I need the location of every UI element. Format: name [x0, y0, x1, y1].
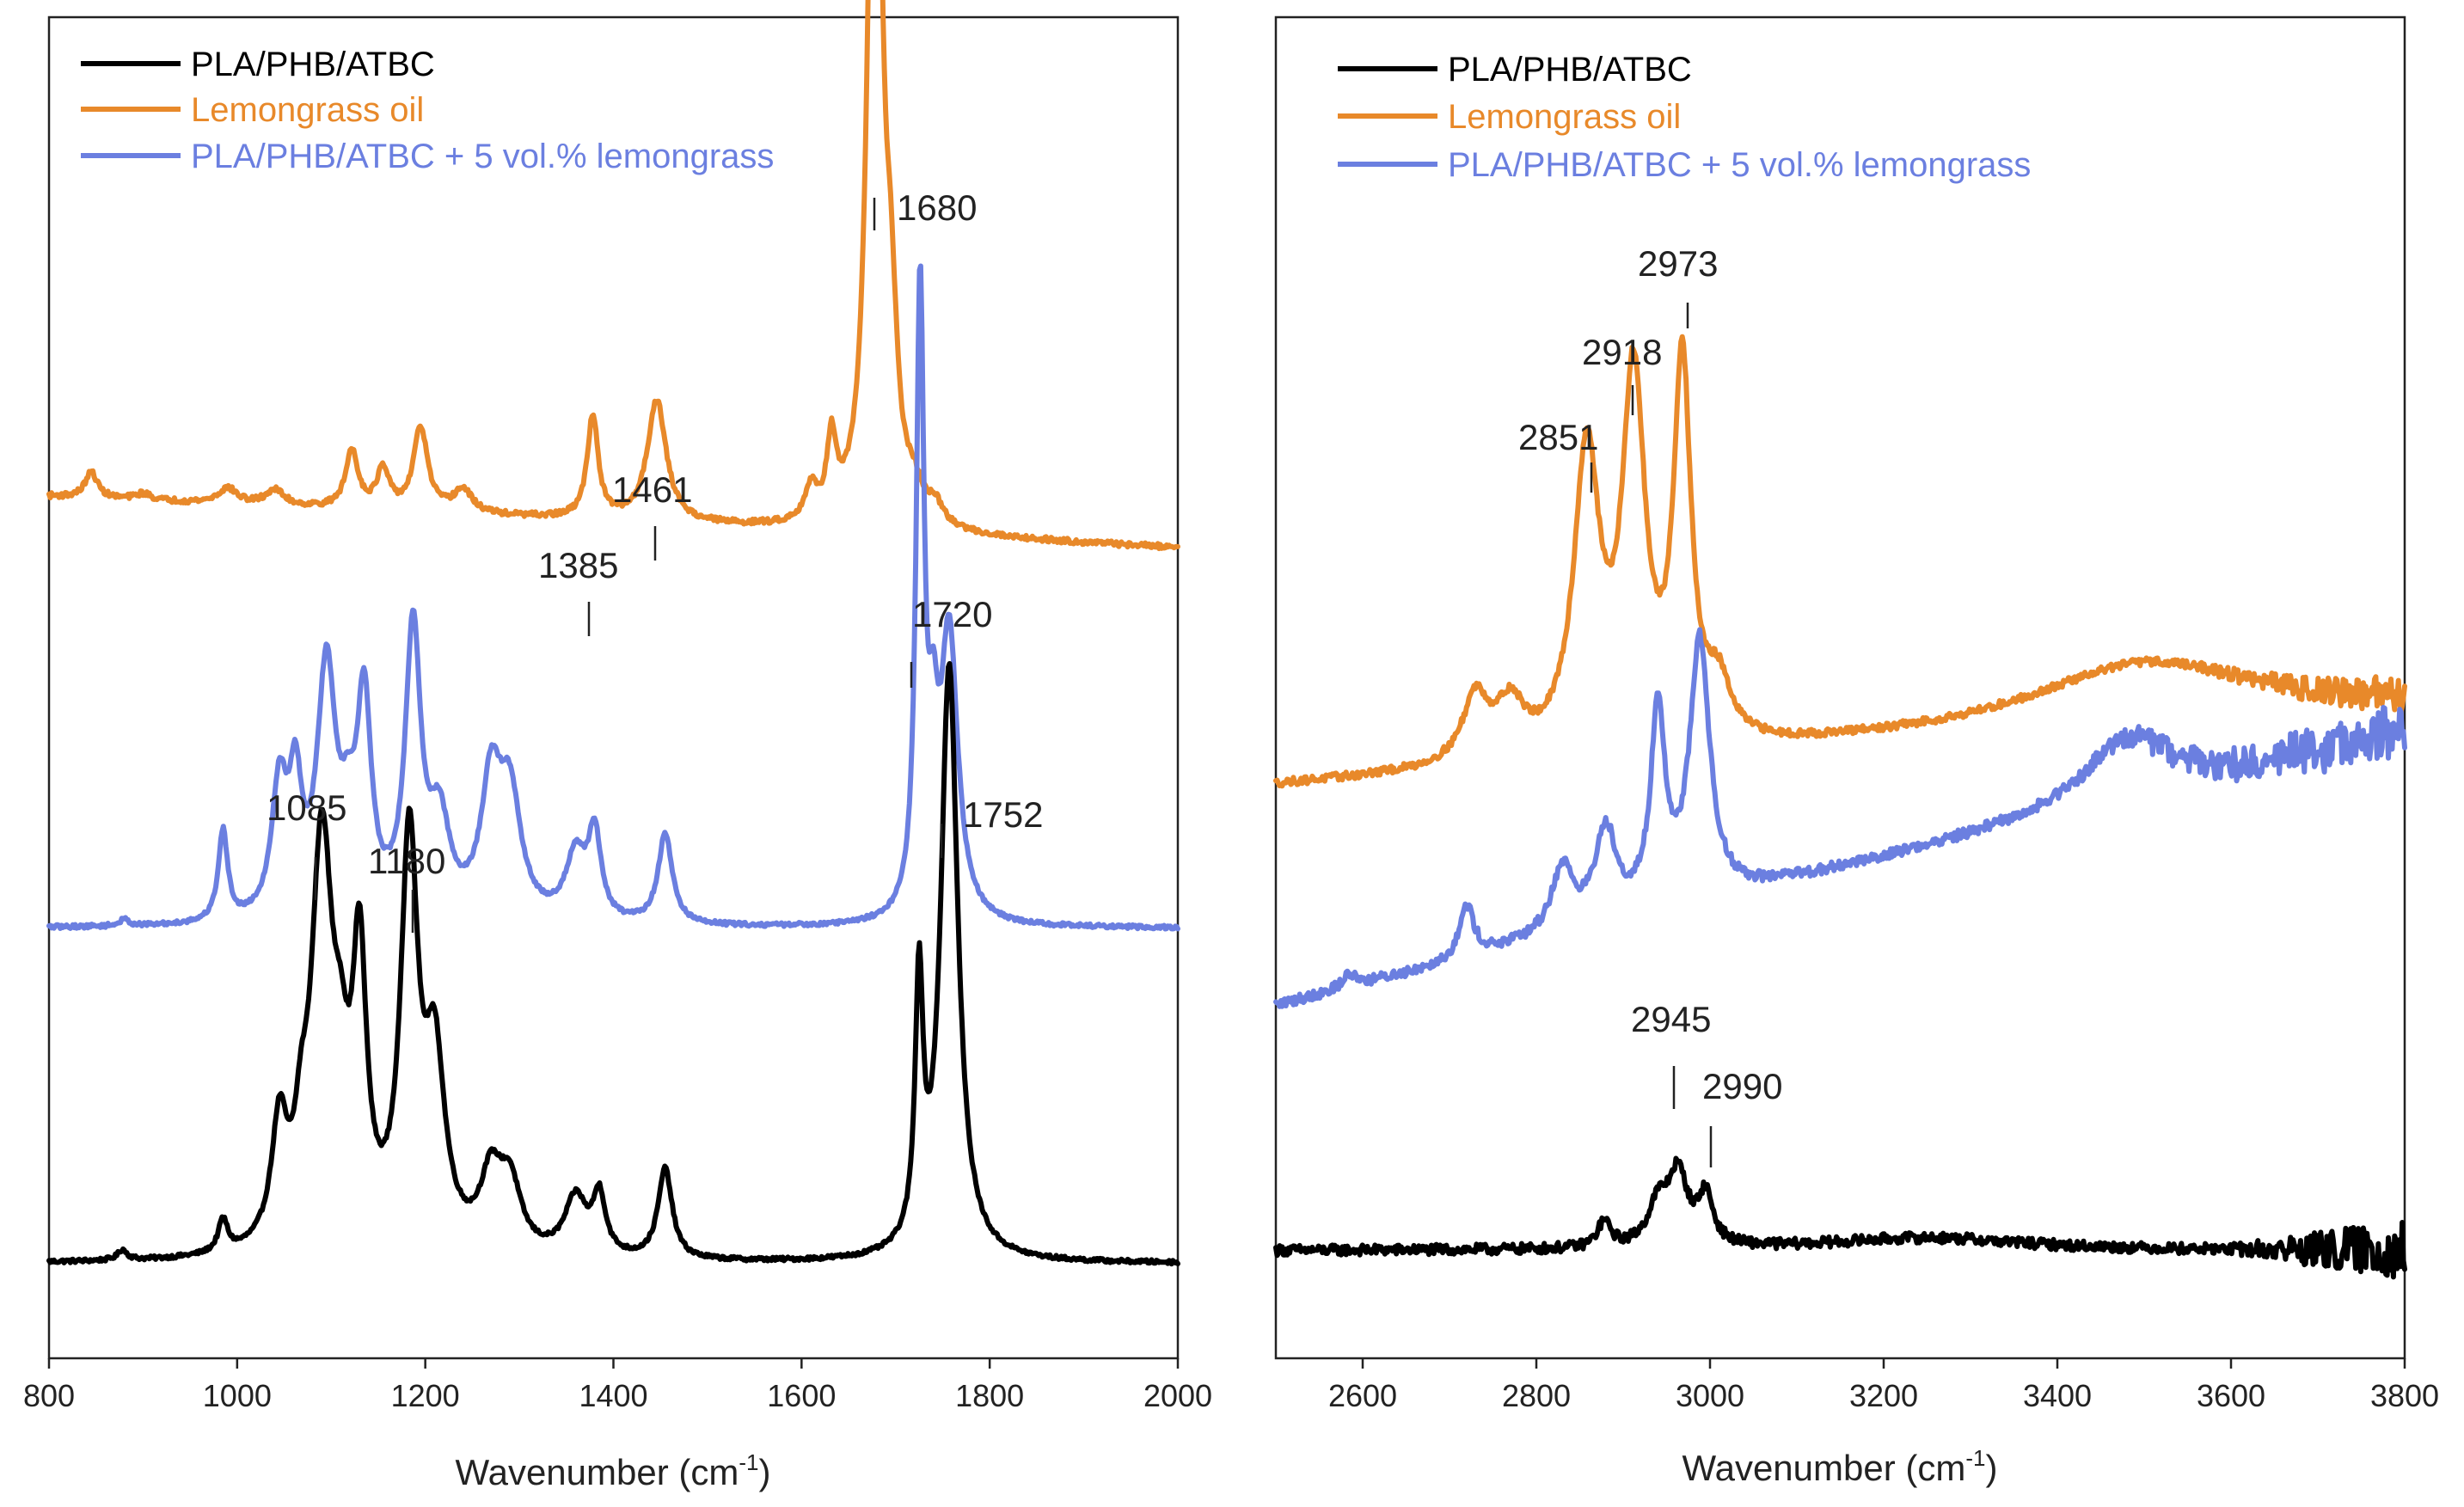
- panel-right: 2600 2800 3000 3200 3400 3600 3800 PLA/PHB/ATB…: [1273, 15, 2439, 1488]
- annotation-label-1752: 1752: [963, 794, 1043, 835]
- annotation-label-1180: 1180: [368, 841, 445, 881]
- legend-label-pla-phb-atbc: PLA/PHB/ATBC: [1448, 51, 1692, 89]
- x-tick-label: 3600: [2197, 1378, 2265, 1413]
- peak-annotations-left: 1680 1461 1385 1720 1085 1180 1752: [267, 187, 1043, 933]
- series-line-lemongrass-oil: [1273, 334, 2407, 789]
- x-tick-label: 3200: [1849, 1378, 1918, 1413]
- x-tick-label: 1000: [203, 1378, 272, 1413]
- series-group-left: [46, 0, 1180, 1267]
- peak-annotations-right: 2973 2918 2851 2945 2990: [1518, 243, 1782, 1167]
- x-tick-label: 1800: [955, 1378, 1024, 1413]
- legend-right: PLA/PHB/ATBC Lemongrass oil PLA/PHB/ATBC…: [1338, 51, 2031, 184]
- legend-label-lemongrass-oil: Lemongrass oil: [1448, 98, 1681, 136]
- series-line-pla-phb-atbc: [46, 661, 1180, 1267]
- x-tick-label: 2600: [1328, 1378, 1397, 1413]
- x-tick-label: 800: [23, 1378, 75, 1413]
- legend-label-lemongrass-oil: Lemongrass oil: [191, 91, 424, 129]
- panel-left: 800 1000 1200 1400 1600 1800 2000 PLA/PHB/ATBC…: [23, 0, 1212, 1492]
- x-axis-ticks-left: 800 1000 1200 1400 1600 1800 2000: [23, 1358, 1212, 1413]
- series-line-blend-lemongrass: [1273, 627, 2407, 1009]
- x-axis-title-right: Wavenumber (cm-1): [1683, 1445, 1998, 1488]
- annotation-label-2851: 2851: [1518, 417, 1598, 457]
- x-tick-label: 1400: [579, 1378, 647, 1413]
- annotation-label-2918: 2918: [1582, 332, 1662, 372]
- legend-label-pla-phb-atbc: PLA/PHB/ATBC: [191, 46, 435, 83]
- x-tick-label: 3800: [2370, 1378, 2439, 1413]
- x-tick-label: 2000: [1143, 1378, 1212, 1413]
- legend-label-blend-lemongrass: PLA/PHB/ATBC + 5 vol.% lemongrass: [191, 138, 774, 175]
- annotation-label-1680: 1680: [897, 187, 977, 228]
- annotation-label-1085: 1085: [267, 787, 346, 828]
- annotation-label-1385: 1385: [538, 545, 618, 585]
- annotation-label-2945: 2945: [1631, 999, 1711, 1039]
- plot-frame-left: [47, 15, 1180, 1360]
- annotation-label-2973: 2973: [1638, 243, 1718, 284]
- annotation-label-1720: 1720: [912, 594, 992, 634]
- x-axis-ticks-right: 2600 2800 3000 3200 3400 3600 3800: [1328, 1358, 2439, 1413]
- series-line-blend-lemongrass: [46, 263, 1180, 932]
- annotation-label-1461: 1461: [612, 469, 692, 510]
- x-tick-label: 3000: [1676, 1378, 1744, 1413]
- x-tick-label: 3400: [2023, 1378, 2092, 1413]
- x-axis-title-left: Wavenumber (cm-1): [456, 1449, 771, 1492]
- x-tick-label: 1200: [391, 1378, 460, 1413]
- legend-label-blend-lemongrass: PLA/PHB/ATBC + 5 vol.% lemongrass: [1448, 146, 2031, 184]
- legend-left: PLA/PHB/ATBC Lemongrass oil PLA/PHB/ATBC…: [81, 46, 774, 175]
- x-tick-label: 1600: [767, 1378, 836, 1413]
- series-group-right: [1273, 334, 2407, 1280]
- series-line-lemongrass-oil: [46, 0, 1180, 552]
- x-tick-label: 2800: [1502, 1378, 1571, 1413]
- annotation-label-2990: 2990: [1702, 1066, 1782, 1106]
- series-line-pla-phb-atbc: [1273, 1155, 2407, 1280]
- plot-frame-right: [1274, 15, 2406, 1360]
